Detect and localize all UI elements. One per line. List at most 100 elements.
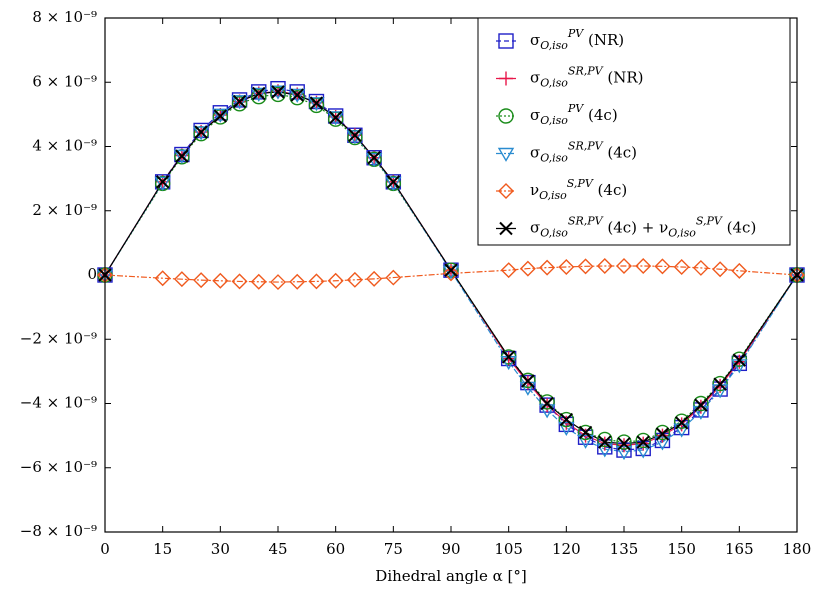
legend-text: σ (530, 106, 540, 124)
marker (443, 265, 459, 282)
marker (290, 88, 304, 102)
series-line (104, 93, 798, 443)
legend-superscript: SR,PV (568, 215, 604, 228)
marker (327, 272, 344, 289)
marker (289, 88, 306, 103)
marker (731, 351, 748, 367)
marker (346, 271, 363, 288)
x-tick-label: 135 (610, 540, 639, 558)
marker (636, 436, 651, 451)
x-tick-label: 60 (326, 540, 345, 558)
legend-label: σO,isoSR,PV (4c) + νO,isoS,PV (4c) (530, 215, 756, 240)
y-tick-label: −6 × 10⁻⁹ (20, 458, 97, 476)
marker (694, 398, 708, 412)
legend-superscript: PV (567, 27, 584, 40)
marker (193, 272, 210, 289)
legend-label: σO,isoPV (NR) (530, 27, 624, 52)
marker (635, 258, 652, 274)
marker (713, 377, 727, 391)
legend-subscript: O,iso (539, 189, 567, 202)
marker (558, 258, 575, 275)
marker (673, 413, 690, 429)
marker (367, 151, 381, 165)
legend-label: σO,isoSR,PV (4c) (530, 140, 637, 165)
x-tick-label: 45 (268, 540, 287, 558)
marker (577, 424, 594, 441)
x-tick-label: 75 (384, 540, 403, 558)
legend-marker (498, 33, 514, 49)
marker (308, 273, 325, 290)
legend-text: (4c) (593, 181, 627, 199)
marker (597, 431, 613, 448)
x-tick-label: 165 (725, 540, 754, 558)
marker (173, 149, 191, 164)
marker (617, 438, 631, 453)
y-tick-label: 8 × 10⁻⁹ (32, 8, 97, 26)
marker (270, 86, 286, 103)
legend-label: νO,isoS,PV (4c) (530, 177, 627, 202)
marker (175, 149, 189, 163)
marker (577, 434, 594, 449)
marker (212, 108, 229, 123)
marker (501, 350, 516, 364)
marker (271, 85, 285, 99)
legend-text: (4c) (603, 144, 637, 162)
marker (327, 111, 344, 126)
legend-marker (499, 221, 513, 236)
marker (635, 444, 652, 459)
marker (596, 443, 613, 458)
legend-superscript: PV (567, 102, 584, 115)
marker (731, 262, 748, 279)
marker (348, 128, 362, 142)
marker (558, 411, 575, 428)
marker (365, 153, 383, 168)
marker (654, 258, 671, 275)
y-tick-label: −4 × 10⁻⁹ (20, 394, 97, 412)
legend-text: σ (530, 219, 540, 237)
y-tick-label: 2 × 10⁻⁹ (32, 201, 97, 219)
marker (539, 394, 555, 410)
marker (232, 94, 247, 109)
marker (519, 381, 537, 396)
marker (673, 423, 690, 438)
marker (328, 110, 343, 125)
marker (673, 258, 690, 275)
marker (674, 416, 689, 430)
marker (194, 125, 208, 139)
marker (577, 258, 594, 275)
marker (520, 372, 536, 389)
marker (251, 89, 267, 105)
marker (192, 126, 210, 141)
legend-subscript: O,iso (540, 152, 568, 165)
marker (578, 425, 593, 440)
marker (385, 176, 402, 191)
marker (617, 436, 631, 451)
marker (732, 353, 747, 367)
marker (559, 412, 574, 427)
marker (636, 435, 650, 449)
marker (616, 434, 632, 450)
marker (212, 272, 229, 289)
y-tick-label: 0 (87, 265, 97, 283)
legend-marker (499, 71, 513, 86)
x-tick-label: 90 (441, 540, 460, 558)
marker (692, 259, 709, 276)
marker (598, 435, 612, 449)
x-tick-label: 120 (552, 540, 581, 558)
marker (596, 258, 613, 274)
marker (655, 427, 670, 441)
marker (444, 263, 458, 277)
legend-text: σ (530, 144, 540, 162)
legend-text: (4c) (583, 106, 617, 124)
marker (500, 262, 517, 279)
legend-marker (497, 147, 515, 162)
marker (693, 395, 709, 412)
y-tick-label: 4 × 10⁻⁹ (32, 137, 97, 155)
marker (346, 130, 364, 145)
legend-text: (4c) (722, 219, 756, 237)
legend-subscript: O,iso (540, 77, 568, 90)
legend-text: σ (530, 69, 540, 87)
marker (539, 259, 556, 276)
legend-superscript: SR,PV (568, 65, 604, 78)
marker (521, 374, 535, 388)
